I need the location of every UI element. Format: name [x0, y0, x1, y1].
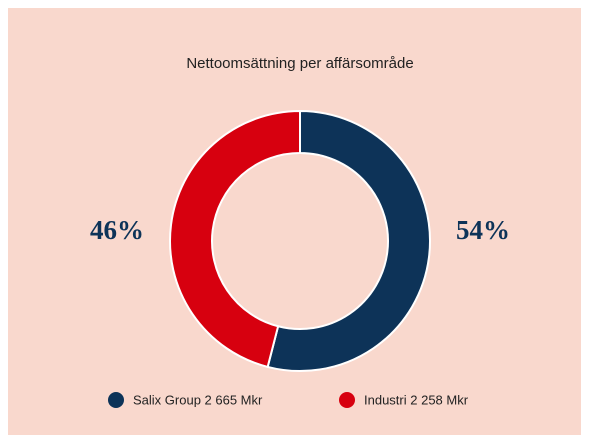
value-label: 54%: [456, 215, 510, 245]
legend-swatch: [108, 392, 124, 408]
chart-title: Nettoomsättning per affärsområde: [186, 55, 413, 72]
value-label: 46%: [90, 215, 144, 245]
legend-label: Salix Group 2 665 Mkr: [133, 392, 263, 407]
legend-swatch: [339, 392, 355, 408]
slice: [266, 109, 431, 372]
slice: [169, 109, 301, 369]
legend-label: Industri 2 258 Mkr: [364, 392, 469, 407]
